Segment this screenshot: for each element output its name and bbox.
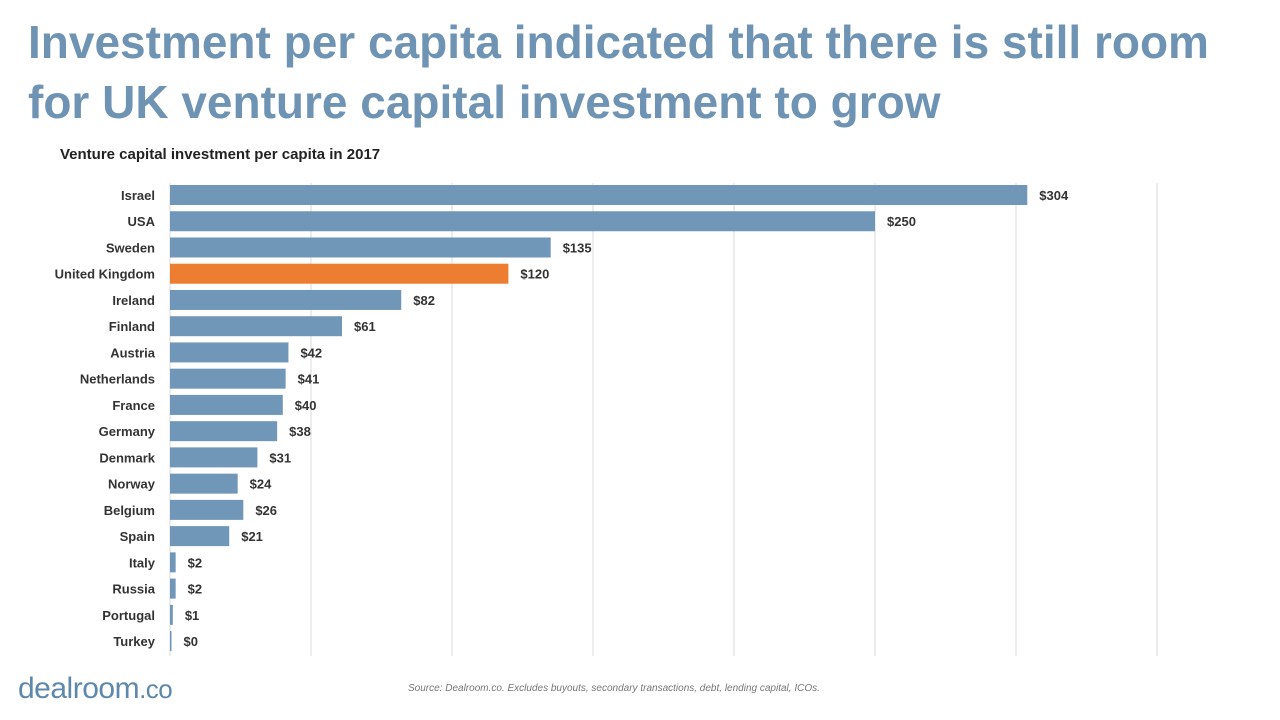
- bar-usa: [170, 211, 875, 232]
- category-label: Belgium: [104, 503, 155, 518]
- bar-ireland: [170, 289, 402, 310]
- data-label: $82: [413, 293, 435, 308]
- bar-austria: [170, 342, 289, 363]
- category-label: Turkey: [113, 634, 155, 649]
- data-label: $2: [188, 555, 202, 570]
- data-label: $304: [1039, 188, 1069, 203]
- bar-finland: [170, 316, 343, 337]
- bar-denmark: [170, 447, 258, 468]
- category-label: United Kingdom: [55, 267, 155, 282]
- logo-suffix: .co: [139, 674, 173, 704]
- data-label: $40: [295, 398, 317, 413]
- category-label: Norway: [108, 477, 156, 492]
- bar-united-kingdom: [170, 263, 509, 284]
- category-label: France: [112, 398, 155, 413]
- bar-turkey: [170, 631, 172, 652]
- data-label: $41: [298, 372, 320, 387]
- category-label: Ireland: [112, 293, 155, 308]
- page-title: Investment per capita indicated that the…: [28, 16, 1209, 128]
- data-label: $31: [269, 450, 291, 465]
- dealroom-logo: dealroom.co: [18, 672, 173, 706]
- bar-france: [170, 394, 283, 415]
- bar-portugal: [170, 604, 173, 625]
- data-label: $61: [354, 319, 376, 334]
- category-label: Germany: [99, 424, 156, 439]
- data-label: $2: [188, 582, 202, 597]
- bar-spain: [170, 526, 230, 547]
- bar-italy: [170, 552, 176, 573]
- data-label: $135: [563, 240, 592, 255]
- data-label: $38: [289, 424, 311, 439]
- data-label: $24: [250, 477, 272, 492]
- category-label: Sweden: [106, 240, 155, 255]
- logo-main: dealroom: [18, 672, 140, 705]
- data-label: $26: [255, 503, 277, 518]
- category-label: USA: [128, 214, 156, 229]
- bar-russia: [170, 578, 176, 599]
- data-label: $250: [887, 214, 916, 229]
- bar-belgium: [170, 499, 244, 520]
- chart-title: Venture capital investment per capita in…: [60, 146, 381, 163]
- data-label: $42: [300, 345, 322, 360]
- data-label: $21: [241, 529, 263, 544]
- category-label: Russia: [112, 582, 155, 597]
- data-label: $0: [184, 634, 198, 649]
- category-label: Netherlands: [80, 372, 155, 387]
- category-label: Denmark: [99, 450, 155, 465]
- source-note: Source: Dealroom.co. Excludes buyouts, s…: [408, 683, 820, 694]
- category-label: Israel: [121, 188, 155, 203]
- category-label: Spain: [120, 529, 155, 544]
- bar-netherlands: [170, 368, 286, 389]
- category-label: Italy: [129, 555, 156, 570]
- bar-sweden: [170, 237, 551, 258]
- data-label: $120: [520, 267, 549, 282]
- bar-israel: [170, 185, 1028, 205]
- category-label: Austria: [110, 345, 156, 360]
- category-label: Portugal: [102, 608, 155, 623]
- category-label: Finland: [109, 319, 155, 334]
- data-label: $1: [185, 608, 199, 623]
- bar-germany: [170, 421, 278, 442]
- bar-norway: [170, 473, 238, 494]
